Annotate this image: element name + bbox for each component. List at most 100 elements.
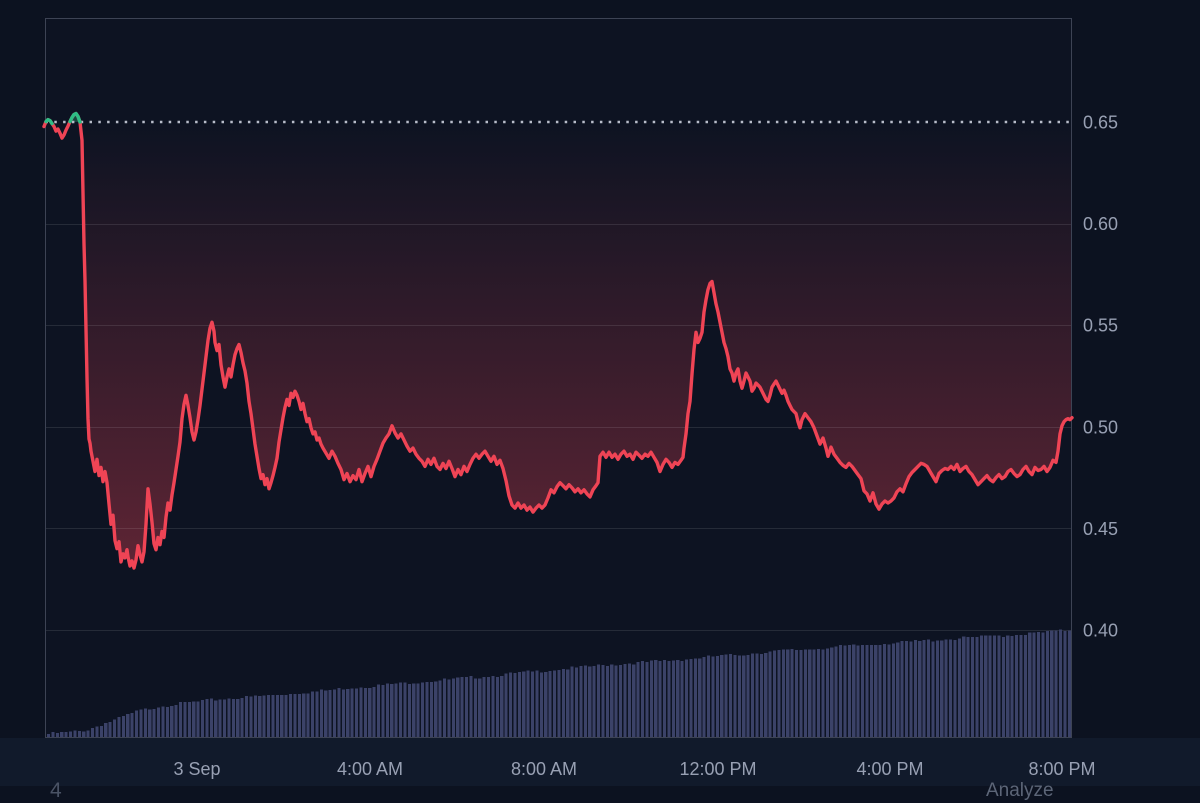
- volume-bar: [531, 671, 535, 737]
- volume-bar: [526, 670, 530, 737]
- price-line: [42, 111, 1074, 570]
- volume-bar: [583, 665, 587, 737]
- volume-bar: [707, 655, 711, 737]
- volume-bar: [557, 670, 561, 737]
- volume-bar: [394, 683, 398, 737]
- volume-bar: [47, 734, 51, 737]
- volume-bar: [821, 649, 825, 737]
- volume-bar: [517, 672, 521, 737]
- volume-bar: [830, 647, 834, 737]
- volume-bar: [333, 689, 337, 737]
- volume-bar: [161, 706, 165, 737]
- volume-bar: [95, 726, 99, 737]
- volume-bar: [566, 669, 570, 737]
- volume-bar: [91, 728, 95, 737]
- volume-bar: [561, 669, 565, 737]
- volume-bar: [302, 693, 306, 737]
- y-axis-label: 0.50: [1083, 417, 1118, 437]
- volume-bar: [944, 639, 948, 737]
- volume-bar: [883, 644, 887, 737]
- volume-bar: [495, 676, 499, 737]
- volume-bar: [900, 640, 904, 737]
- volume-bar: [319, 689, 323, 737]
- volume-bar: [949, 639, 953, 737]
- volume-bar: [575, 667, 579, 737]
- volume-bar: [619, 664, 623, 737]
- volume-bar: [847, 644, 851, 737]
- volume-bar: [1054, 630, 1058, 737]
- volume-bar: [275, 695, 279, 737]
- volume-bar: [1050, 630, 1054, 737]
- volume-bar: [289, 693, 293, 737]
- volume-bar: [680, 660, 684, 737]
- volume-bar: [64, 731, 68, 737]
- volume-bar: [632, 664, 636, 737]
- volume-bar: [799, 650, 803, 737]
- volume-bar: [733, 655, 737, 737]
- volume-bar: [267, 694, 271, 737]
- volume-bar: [931, 641, 935, 737]
- volume-bar: [346, 688, 350, 737]
- volume-bar: [438, 680, 442, 737]
- volume-bar: [434, 681, 438, 737]
- volume-bar: [812, 649, 816, 737]
- volume-bar: [377, 684, 381, 737]
- volume-bar: [997, 635, 1001, 737]
- volume-bar: [473, 678, 477, 737]
- volume-bar: [143, 708, 147, 737]
- volume-bar: [693, 658, 697, 737]
- volume-bar: [236, 699, 240, 737]
- volume-bar: [280, 695, 284, 737]
- volume-bar: [641, 661, 645, 737]
- volume-bar: [597, 664, 601, 737]
- volume-bar: [698, 658, 702, 737]
- volume-bar: [993, 635, 997, 737]
- volume-bar: [121, 716, 125, 737]
- volume-bar: [544, 672, 548, 737]
- volume-bar: [324, 690, 328, 737]
- volume-bar: [1067, 630, 1071, 737]
- volume-bar: [385, 683, 389, 737]
- volume-bar: [1059, 629, 1063, 737]
- volume-bar: [478, 678, 482, 737]
- volume-bar: [148, 709, 152, 737]
- volume-bar: [645, 661, 649, 737]
- volume-bar: [227, 698, 231, 737]
- volume-bar: [99, 726, 103, 737]
- volume-bar: [1032, 632, 1036, 737]
- volume-bar: [570, 666, 574, 737]
- volume-bar: [579, 666, 583, 737]
- volume-bar: [891, 643, 895, 737]
- y-axis-label: 0.45: [1083, 519, 1118, 539]
- volume-bar: [940, 640, 944, 737]
- volume-bar: [927, 639, 931, 737]
- analyze-button[interactable]: Analyze: [986, 780, 1054, 801]
- volume-bar: [588, 666, 592, 737]
- volume-bar: [139, 709, 143, 737]
- volume-bar: [935, 640, 939, 737]
- volume-bar: [82, 731, 86, 737]
- volume-bar: [905, 641, 909, 737]
- bottom-left-label: 4: [50, 779, 62, 802]
- volume-bar: [55, 733, 59, 737]
- volume-bar: [509, 672, 513, 737]
- volume-bar: [315, 691, 319, 737]
- volume-bar: [407, 684, 411, 737]
- volume-bar: [856, 645, 860, 737]
- volume-bar: [966, 637, 970, 737]
- volume-bar: [808, 649, 812, 737]
- volume-bar: [746, 654, 750, 737]
- volume-bar: [513, 673, 517, 737]
- volume-bar: [605, 666, 609, 737]
- volume-bar: [909, 641, 913, 737]
- volume-bar: [341, 689, 345, 737]
- volume-bar: [702, 656, 706, 737]
- volume-bar: [649, 660, 653, 737]
- volume-bar: [979, 635, 983, 737]
- volume-bar: [192, 701, 196, 737]
- volume-bar: [1028, 632, 1032, 737]
- volume-bar: [689, 659, 693, 737]
- volume-bar: [971, 637, 975, 737]
- volume-bar: [913, 640, 917, 737]
